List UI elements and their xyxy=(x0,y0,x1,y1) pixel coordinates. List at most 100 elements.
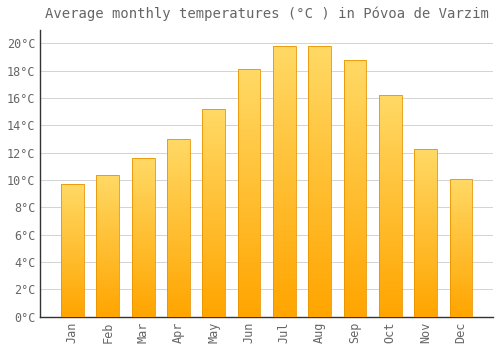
Bar xyxy=(167,292,190,295)
Bar xyxy=(238,109,260,114)
Bar xyxy=(344,219,366,224)
Bar xyxy=(167,217,190,221)
Bar xyxy=(238,74,260,79)
Bar xyxy=(202,259,225,263)
Bar xyxy=(202,279,225,284)
Bar xyxy=(61,184,84,187)
Bar xyxy=(273,241,296,246)
Bar xyxy=(450,234,472,237)
Bar xyxy=(132,168,154,171)
Bar xyxy=(61,226,84,229)
Bar xyxy=(414,159,437,162)
Bar xyxy=(238,69,260,317)
Bar xyxy=(167,267,190,271)
Bar xyxy=(273,246,296,252)
Bar xyxy=(379,290,402,295)
Bar xyxy=(273,268,296,273)
Bar xyxy=(202,308,225,313)
Bar xyxy=(414,229,437,233)
Bar xyxy=(414,303,437,307)
Bar xyxy=(238,238,260,243)
Bar xyxy=(414,219,437,223)
Bar xyxy=(379,224,402,228)
Bar xyxy=(344,101,366,106)
Bar xyxy=(202,159,225,163)
Bar xyxy=(202,213,225,217)
Bar xyxy=(308,181,331,187)
Bar xyxy=(202,304,225,308)
Bar xyxy=(308,252,331,257)
Bar xyxy=(202,300,225,304)
Bar xyxy=(238,233,260,238)
Bar xyxy=(202,142,225,146)
Bar xyxy=(308,187,331,192)
Bar xyxy=(238,139,260,143)
Bar xyxy=(344,147,366,152)
Bar xyxy=(379,219,402,224)
Bar xyxy=(450,190,472,193)
Bar xyxy=(202,288,225,292)
Bar xyxy=(238,252,260,257)
Bar xyxy=(238,292,260,297)
Bar xyxy=(450,220,472,223)
Bar xyxy=(450,253,472,256)
Bar xyxy=(96,263,119,266)
Bar xyxy=(308,301,331,306)
Bar xyxy=(238,153,260,158)
Bar xyxy=(202,204,225,209)
Bar xyxy=(414,148,437,152)
Bar xyxy=(379,295,402,299)
Bar xyxy=(202,238,225,242)
Bar xyxy=(238,302,260,307)
Bar xyxy=(414,169,437,172)
Bar xyxy=(167,224,190,228)
Bar xyxy=(61,306,84,309)
Bar xyxy=(132,263,154,266)
Bar xyxy=(450,206,472,209)
Bar xyxy=(238,312,260,317)
Bar xyxy=(344,75,366,80)
Bar xyxy=(61,256,84,258)
Bar xyxy=(414,152,437,155)
Bar xyxy=(96,271,119,274)
Bar xyxy=(379,255,402,259)
Bar xyxy=(202,113,225,117)
Bar xyxy=(96,311,119,314)
Bar xyxy=(238,277,260,282)
Bar xyxy=(96,274,119,277)
Bar xyxy=(132,314,154,317)
Bar xyxy=(238,114,260,119)
Bar xyxy=(308,306,331,312)
Bar xyxy=(450,209,472,212)
Bar xyxy=(96,180,119,183)
Bar xyxy=(61,195,84,197)
Bar xyxy=(344,126,366,132)
Bar xyxy=(414,179,437,182)
Bar xyxy=(344,291,366,296)
Bar xyxy=(238,297,260,302)
Bar xyxy=(202,146,225,150)
Bar xyxy=(61,258,84,261)
Bar xyxy=(273,279,296,284)
Bar xyxy=(167,264,190,267)
Bar xyxy=(202,188,225,192)
Bar xyxy=(379,117,402,122)
Bar xyxy=(238,243,260,247)
Bar xyxy=(61,296,84,298)
Bar xyxy=(344,60,366,65)
Bar xyxy=(379,233,402,237)
Bar xyxy=(308,192,331,198)
Bar xyxy=(414,212,437,216)
Bar xyxy=(96,240,119,243)
Bar xyxy=(96,254,119,257)
Bar xyxy=(379,281,402,286)
Bar xyxy=(96,211,119,215)
Bar xyxy=(344,234,366,240)
Bar xyxy=(308,95,331,100)
Bar xyxy=(344,173,366,178)
Bar xyxy=(167,189,190,192)
Bar xyxy=(202,171,225,175)
Bar xyxy=(273,100,296,106)
Bar xyxy=(344,209,366,214)
Bar xyxy=(96,195,119,197)
